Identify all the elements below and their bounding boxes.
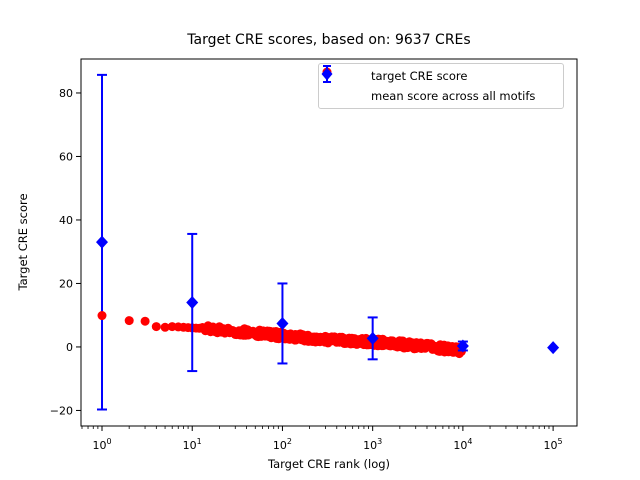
x-tick-label: 103 bbox=[363, 437, 382, 452]
y-tick-label: 20 bbox=[59, 277, 73, 290]
x-tick-label: 100 bbox=[92, 437, 111, 452]
chart-title: Target CRE scores, based on: 9637 CREs bbox=[187, 32, 471, 48]
x-tick-label: 101 bbox=[183, 437, 202, 452]
legend-item-target-cre-score: target CRE score bbox=[319, 67, 563, 86]
y-tick-label: 60 bbox=[59, 150, 73, 163]
axes-frame bbox=[80, 58, 578, 427]
target-score-rank1-dot bbox=[97, 311, 107, 321]
x-tick-label: 104 bbox=[453, 437, 472, 452]
series-target-cre-score bbox=[124, 316, 466, 359]
x-tick-label: 102 bbox=[273, 437, 292, 452]
legend-label: target CRE score bbox=[371, 69, 468, 84]
y-axis-ticks: −20 0 20 40 60 80 bbox=[50, 87, 81, 417]
legend-box: target CRE score mean score across all m… bbox=[318, 63, 564, 109]
y-tick-label: 80 bbox=[59, 87, 73, 100]
y-axis-label: Target CRE score bbox=[16, 193, 30, 291]
y-tick-label: −20 bbox=[50, 404, 73, 417]
series-mean-score-across-motifs bbox=[96, 73, 560, 411]
x-axis-label: Target CRE rank (log) bbox=[267, 457, 391, 471]
legend-item-mean-score: mean score across all motifs bbox=[319, 65, 563, 105]
y-tick-label: 0 bbox=[66, 341, 73, 354]
legend-label: mean score across all motifs bbox=[371, 88, 536, 103]
x-axis-ticks: 100 101 102 103 104 105 bbox=[81, 426, 563, 452]
x-tick-label: 105 bbox=[544, 437, 563, 452]
y-tick-label: 40 bbox=[59, 214, 73, 227]
